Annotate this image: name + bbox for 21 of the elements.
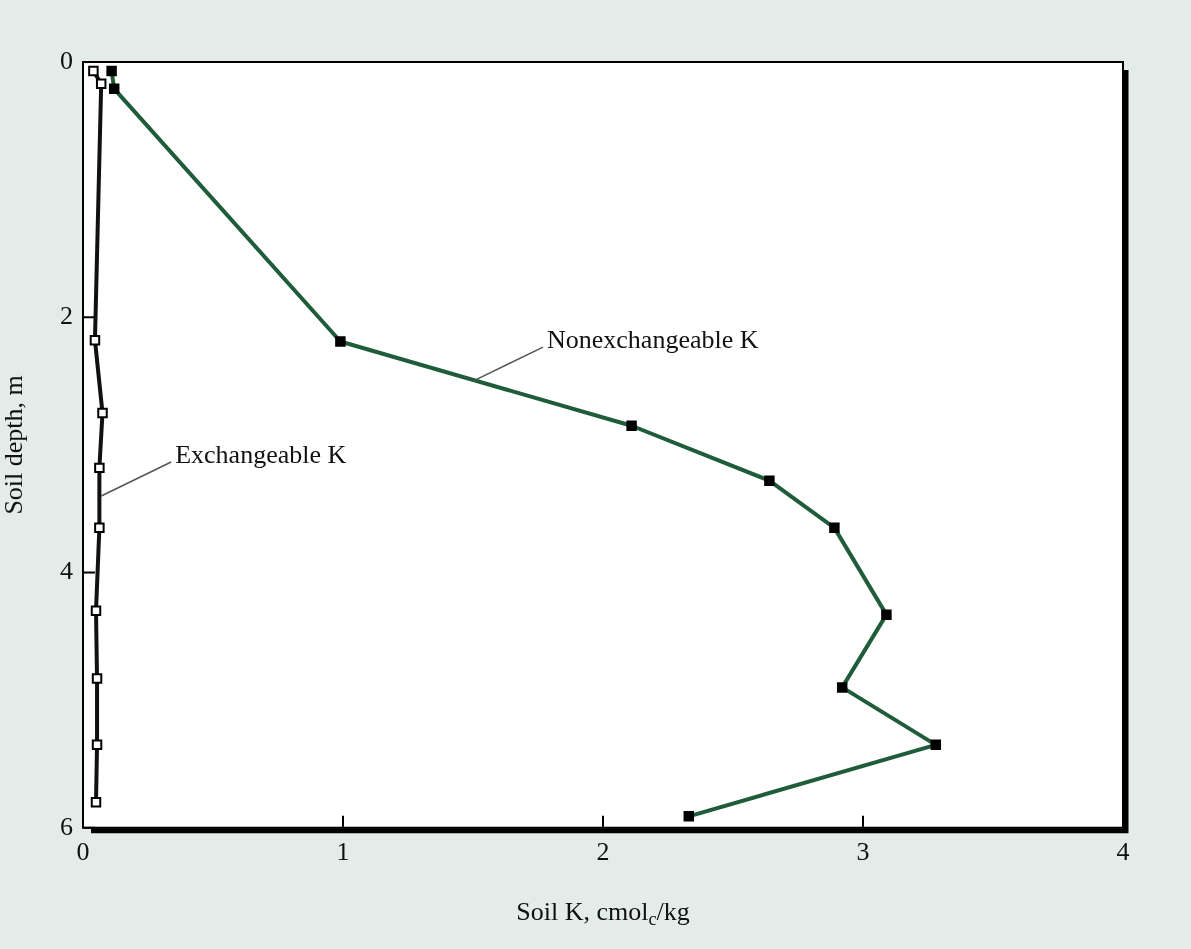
point (95, 78, 107, 89)
y-tick-label: 0 (60, 45, 73, 75)
x-tick-label: 3 (856, 837, 870, 867)
point (97, 407, 108, 419)
x-tick-label: 2 (596, 837, 610, 867)
point (91, 739, 103, 751)
point (89, 335, 101, 346)
annotation: Exchangeable K (175, 439, 347, 469)
annotation: Nonexchangeable K (547, 324, 759, 354)
y-tick-label: 6 (60, 811, 73, 841)
point (90, 797, 102, 808)
y-tick-label: 4 (60, 556, 73, 586)
y-tick-label: 2 (60, 301, 73, 331)
point (94, 522, 105, 534)
point (91, 673, 103, 684)
point (90, 605, 102, 617)
x-tick-label: 1 (336, 837, 350, 867)
x-tick-label: 4 (1116, 837, 1130, 867)
point (88, 65, 99, 77)
point (94, 462, 105, 474)
y-axis-title: Soil depth, m (0, 375, 28, 515)
